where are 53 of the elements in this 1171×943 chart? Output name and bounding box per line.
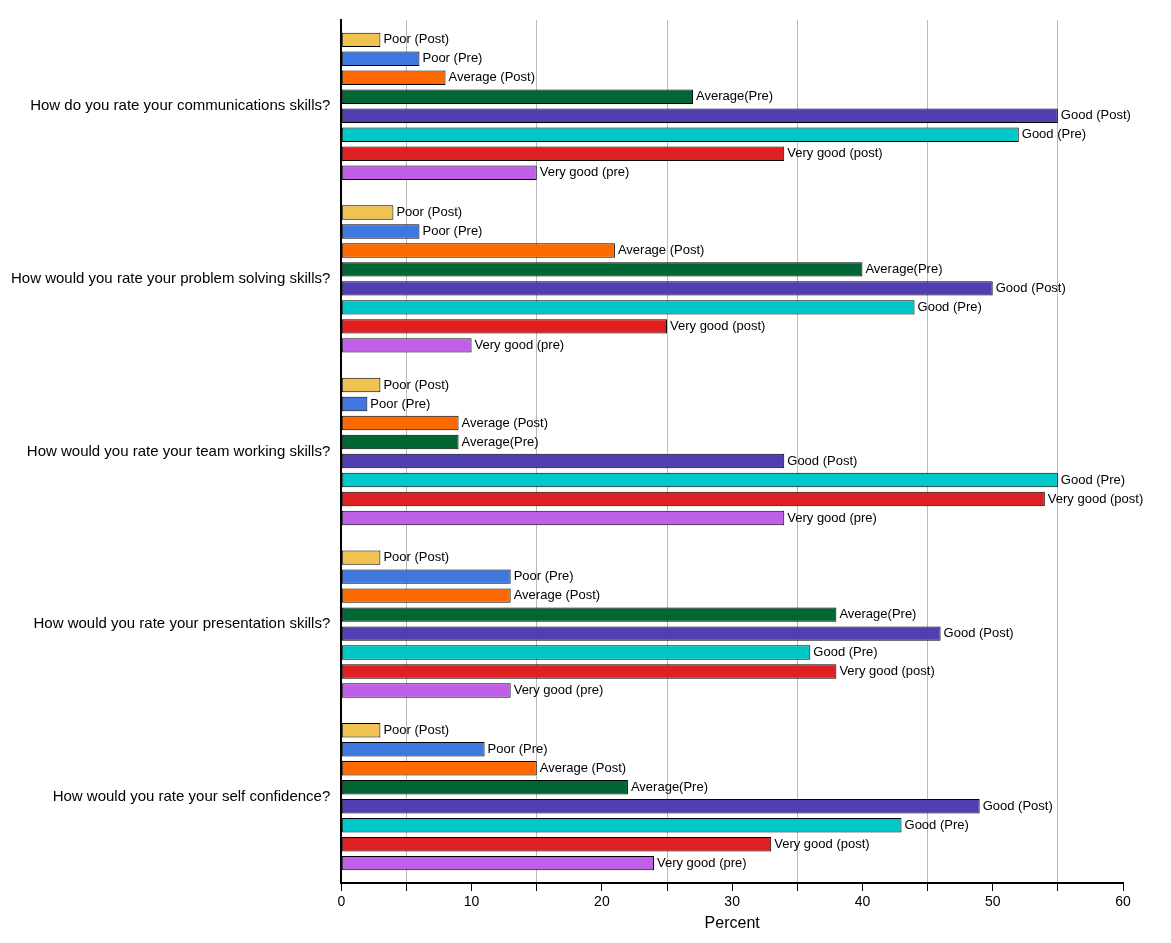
text: Very good (pre) [474, 336, 565, 352]
text: Very good (pre) [787, 509, 877, 525]
text: Good (Post) [1060, 107, 1131, 123]
text: Very good (pre) [539, 164, 630, 180]
x-tick-label: 20 [594, 893, 610, 910]
y-tick-label: How do you rate your communications skills? [30, 96, 331, 114]
x-tick-label: 30 [724, 893, 741, 910]
text: Very good (pre) [656, 854, 747, 870]
text: Average (Post) [539, 759, 627, 775]
text: Poor (Post) [396, 204, 463, 220]
text: Poor (Pre) [422, 223, 483, 239]
text: Good (Pre) [904, 816, 969, 832]
x-tick-label: 0 [337, 893, 346, 910]
text: Good (Pre) [917, 298, 982, 314]
text: Average(Pre) [461, 433, 539, 449]
text: Good (Pre) [813, 644, 878, 660]
text: Good (Post) [995, 279, 1066, 295]
text: Poor (Pre) [487, 740, 548, 756]
text: Very good (post) [670, 317, 766, 333]
series-label: Poor (Pre) [513, 568, 574, 584]
x-tick-label: 60 [1115, 893, 1131, 910]
text: Good (Post) [982, 797, 1053, 813]
series-label: Very good (pre) [513, 682, 604, 698]
x-tick-label: 50 [984, 893, 1001, 910]
series-label: Good (Post) [943, 625, 1014, 641]
text: Very good (post) [839, 663, 935, 679]
text: Average(Pre) [630, 778, 709, 794]
y-tick-label: How would you rate your presentation skills? [33, 614, 331, 632]
series-label: Good (Pre) [1021, 126, 1087, 142]
text: Average(Pre) [865, 260, 943, 276]
text: Average (Post) [617, 242, 705, 257]
text: Average (Post) [448, 69, 535, 85]
text: Good (Pre) [1060, 471, 1126, 487]
series-label: Average(Pre) [696, 88, 774, 104]
x-tick-label: 10 [463, 893, 480, 910]
text: Very good (post) [774, 835, 870, 851]
series-label: Average (Post) [513, 587, 601, 603]
text: Poor (Post) [383, 376, 450, 392]
text: Poor (Post) [383, 721, 450, 737]
text: Good (Post) [787, 452, 858, 468]
text: Average(Pre) [839, 606, 917, 622]
series-label: Very good (post) [787, 145, 883, 161]
series-label: Poor (Post) [383, 31, 450, 47]
y-tick-label: How would you rate your self confidence? [52, 786, 331, 804]
text: Poor (Pre) [422, 50, 483, 66]
text: Poor (Post) [383, 549, 450, 565]
y-tick-label: How would you rate your team working skills? [26, 441, 331, 459]
y-tick-label: How would you rate your problem solving skills? [10, 269, 331, 287]
text: Poor (Pre) [370, 395, 431, 411]
text: Very good (post) [1047, 490, 1144, 506]
x-axis-title: Percent [704, 913, 761, 931]
text: Average (Post) [461, 414, 549, 430]
x-tick-label: 40 [854, 893, 871, 910]
